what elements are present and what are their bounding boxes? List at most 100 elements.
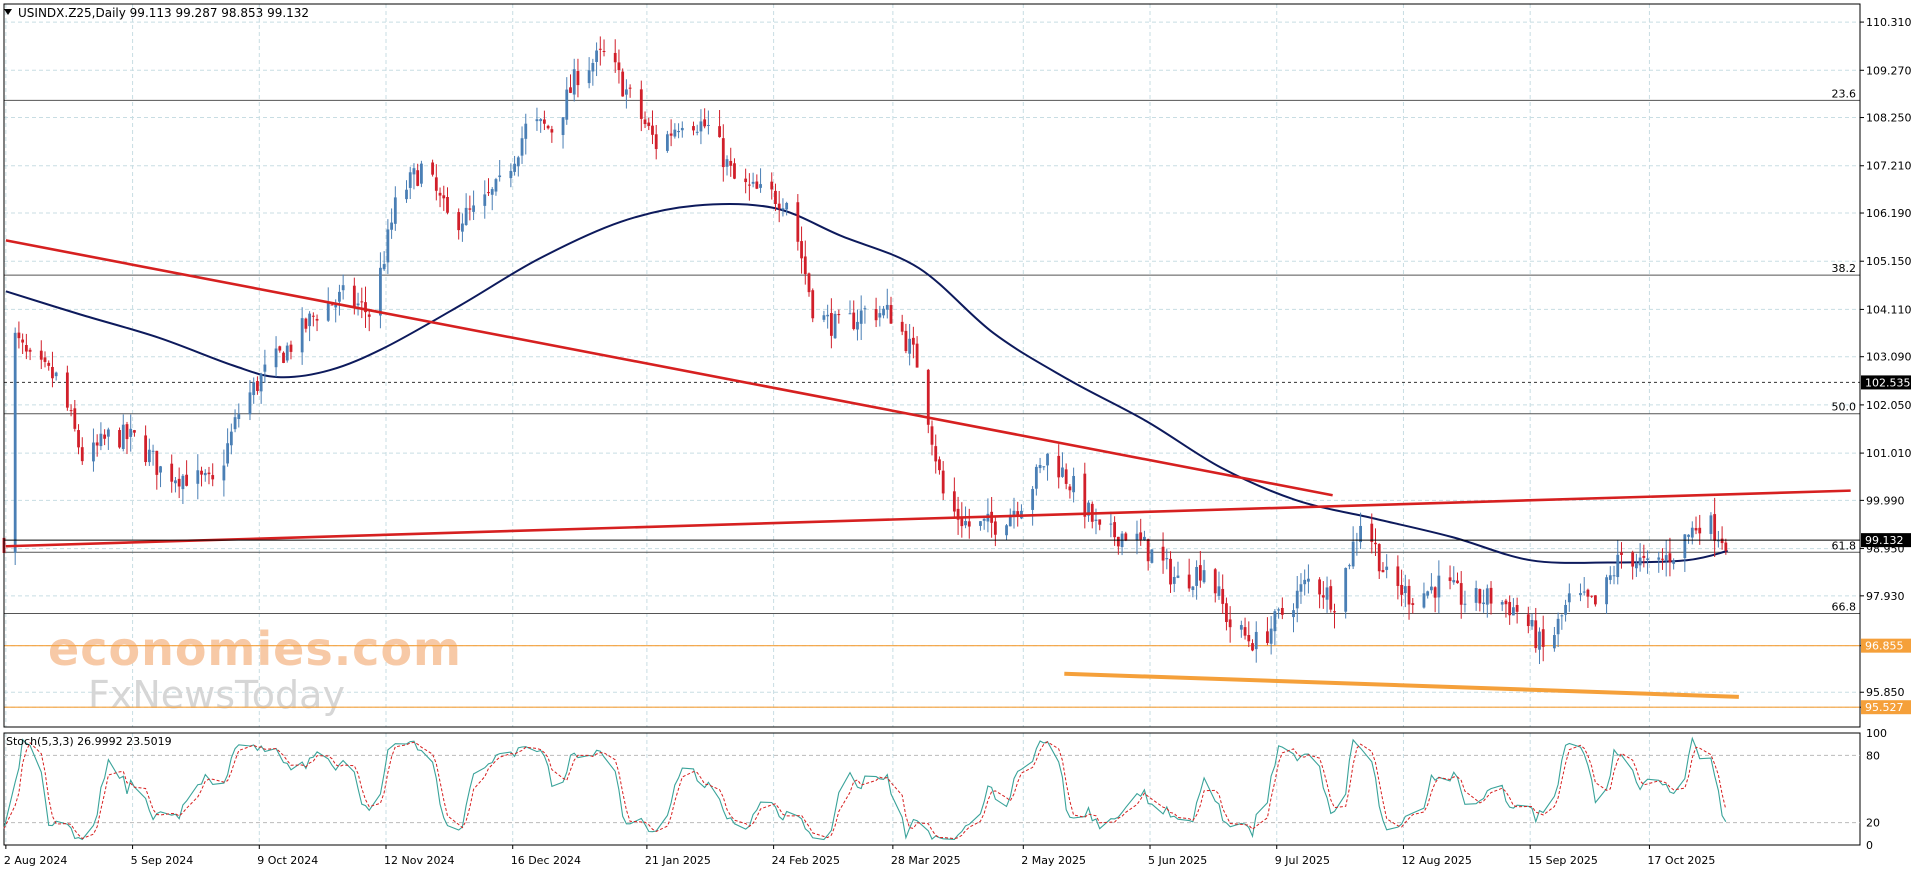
trendline <box>5 489 1851 548</box>
candle-body <box>490 189 494 195</box>
candle-body <box>516 157 520 167</box>
candle-body <box>639 89 643 119</box>
candle-body <box>1150 549 1154 563</box>
candle-body <box>1657 557 1661 560</box>
candle-body <box>800 241 803 259</box>
price-tick-label: 99.990 <box>1866 494 1905 507</box>
candle-body <box>472 205 475 212</box>
candle-body <box>315 318 319 321</box>
candle-body <box>1321 595 1325 598</box>
main-frame <box>3 3 1861 728</box>
candle-body <box>934 446 938 462</box>
candle-body <box>438 192 442 196</box>
candle-body <box>755 181 759 189</box>
candle-body <box>1116 536 1120 547</box>
candle-body <box>39 350 43 360</box>
candle-body <box>1202 570 1206 583</box>
stoch-info: Stoch(5,3,3) 26.9992 23.5019 <box>6 735 172 748</box>
candle-body <box>1064 469 1068 484</box>
candle-body <box>1716 540 1720 542</box>
candle-body <box>196 470 200 484</box>
date-tick-label: 2 May 2025 <box>1021 854 1086 867</box>
candle-body <box>1474 588 1478 603</box>
candle-body <box>513 163 516 172</box>
candle-body <box>1008 514 1012 527</box>
candle-body <box>617 62 621 71</box>
fib-level-label: 50.0 <box>1832 401 1857 414</box>
candle-body <box>628 87 632 89</box>
candle-body <box>211 475 215 480</box>
candle-body <box>1359 525 1362 543</box>
candle-body <box>1612 575 1616 577</box>
date-tick-label: 17 Oct 2025 <box>1647 854 1715 867</box>
candle-body <box>1433 587 1437 598</box>
candle-body <box>106 429 110 437</box>
candle-body <box>904 330 908 352</box>
candle-body <box>695 131 699 133</box>
candle-body <box>1560 615 1564 617</box>
candle-body <box>43 357 47 362</box>
candle-body <box>1046 453 1049 466</box>
candle-body <box>13 332 17 553</box>
trendline <box>5 239 1333 497</box>
candle-body <box>926 369 930 425</box>
candle-body <box>54 372 58 377</box>
candle-body <box>203 472 207 476</box>
candle-body <box>1292 610 1295 618</box>
candle-body <box>1694 528 1698 531</box>
candle-body <box>99 433 103 447</box>
candle-body <box>1411 603 1415 605</box>
candle-body <box>1057 455 1061 478</box>
candle-body <box>1124 533 1128 541</box>
candle-body <box>602 51 606 53</box>
support-level-tag: 95.527 <box>1865 701 1904 714</box>
moving-average-layer <box>5 202 1728 564</box>
candle-body <box>1567 593 1571 603</box>
current-price-tag-box <box>1861 533 1911 548</box>
candle-body <box>770 181 774 190</box>
candle-body <box>811 290 815 319</box>
candle-body <box>1269 628 1273 644</box>
candle-body <box>174 480 177 484</box>
candle-body <box>200 470 203 475</box>
price-tick-label: 108.250 <box>1866 112 1912 125</box>
candle-body <box>774 190 777 205</box>
candle-body <box>1228 619 1232 628</box>
candle-body <box>311 315 315 317</box>
candle-body <box>1579 593 1582 596</box>
collapse-triangle-icon[interactable] <box>4 9 12 15</box>
price-tick-label: 107.210 <box>1866 160 1912 173</box>
candle-body <box>1646 558 1649 560</box>
candle-body <box>1709 515 1713 534</box>
candle-body <box>259 374 263 392</box>
candle-body <box>17 332 21 339</box>
date-tick-label: 28 Mar 2025 <box>891 854 961 867</box>
price-tick-label: 102.050 <box>1866 399 1912 412</box>
stochastic-layer <box>3 732 1861 846</box>
candle-body <box>1318 579 1321 595</box>
candle-body <box>1552 635 1556 649</box>
candle-body <box>125 424 129 440</box>
candle-body <box>1463 603 1467 605</box>
candle-body <box>1370 523 1374 542</box>
candle-body <box>103 434 107 439</box>
candle-body <box>803 256 807 275</box>
candle-body <box>613 52 617 63</box>
candle-body <box>233 417 237 430</box>
candle-body <box>487 192 490 194</box>
date-tick-label: 12 Aug 2025 <box>1401 854 1471 867</box>
date-tick-label: 5 Jun 2025 <box>1148 854 1207 867</box>
candle-body <box>785 202 789 210</box>
candle-body <box>1068 486 1072 491</box>
candle-body <box>751 181 755 184</box>
candle-body <box>498 175 502 178</box>
candle-body <box>1061 467 1064 477</box>
candle-body <box>889 305 893 324</box>
candle-body <box>408 172 412 188</box>
candle-body <box>651 125 654 135</box>
candle-body <box>185 474 189 486</box>
candle-body <box>338 291 341 302</box>
candle-body <box>1213 569 1217 594</box>
